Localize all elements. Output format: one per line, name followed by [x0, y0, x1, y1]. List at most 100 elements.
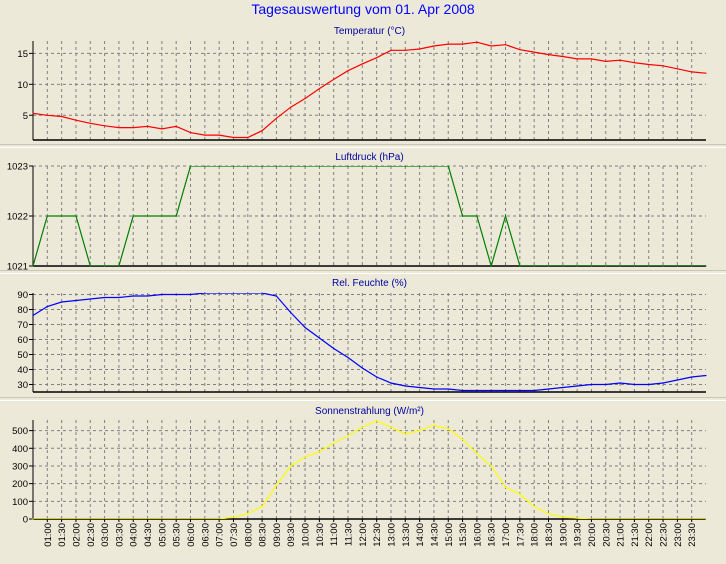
x-tick-label: 04:00 [129, 523, 140, 547]
chart-title: Luftdruck (hPa) [335, 152, 403, 163]
data-point [290, 106, 292, 108]
x-tick-label: 01:30 [57, 523, 68, 547]
x-tick-label: 01:00 [43, 523, 54, 547]
data-point [547, 265, 550, 267]
data-point [533, 389, 535, 392]
data-point [533, 265, 535, 267]
data-point [519, 49, 521, 51]
data-point [562, 516, 564, 518]
data-point [404, 433, 406, 435]
separator-3 [0, 397, 726, 401]
plot-area [33, 41, 706, 140]
x-tick-label: 08:00 [243, 523, 254, 547]
data-point [705, 265, 707, 267]
x-tick-label: 09:30 [286, 523, 297, 547]
x-tick-label: 02:30 [86, 523, 97, 547]
data-point [32, 112, 34, 114]
data-point [361, 367, 363, 369]
data-point [290, 165, 292, 167]
data-point [490, 265, 492, 267]
data-point [103, 296, 106, 299]
data-point [490, 45, 492, 47]
data-point [705, 518, 707, 520]
x-tick-label: 05:30 [172, 523, 183, 547]
data-point [590, 265, 593, 267]
data-point [261, 165, 263, 167]
y-tick-label: 5 [23, 111, 28, 122]
data-point [533, 51, 535, 53]
data-point [619, 59, 621, 61]
data-point [376, 57, 378, 59]
data-point [75, 119, 77, 121]
x-tick-label: 13:00 [386, 523, 397, 547]
data-point [218, 292, 220, 294]
x-tick-label: 03:30 [114, 523, 125, 547]
data-point [562, 55, 564, 58]
data-point [61, 215, 63, 217]
data-point [676, 68, 678, 70]
data-point [447, 388, 449, 390]
data-point [376, 165, 378, 167]
data-point [461, 215, 464, 217]
data-point [232, 165, 235, 167]
x-tick-label: 14:30 [429, 523, 440, 547]
data-point [590, 58, 593, 60]
data-point [347, 165, 349, 167]
y-tick-label: 100 [12, 497, 28, 508]
data-point [676, 379, 678, 381]
x-tick-label: 17:00 [501, 523, 512, 547]
x-tick-label: 21:00 [616, 523, 627, 547]
data-point [204, 134, 206, 136]
data-point [175, 125, 177, 127]
x-tick-label: 16:00 [472, 523, 483, 547]
data-point [419, 386, 421, 389]
x-tick-label: 20:30 [601, 523, 612, 547]
series-line [33, 420, 706, 519]
x-tick-label: 22:30 [659, 523, 670, 547]
data-point [290, 465, 292, 467]
data-point [519, 493, 521, 495]
x-tick-label: 11:30 [344, 523, 355, 546]
data-point [619, 265, 621, 267]
series-line [33, 41, 706, 139]
y-tick-label: 1023 [7, 162, 28, 173]
data-point [318, 451, 320, 453]
chart-title: Rel. Feuchte (%) [332, 278, 407, 289]
x-tick-label: 07:30 [229, 523, 240, 547]
data-point [605, 265, 607, 267]
x-tick-label: 12:00 [358, 523, 369, 547]
x-tick-label: 23:00 [673, 523, 684, 547]
data-point [562, 386, 564, 389]
x-tick-label: 06:30 [200, 523, 211, 547]
data-point [419, 48, 421, 50]
x-tick-label: 19:30 [573, 523, 584, 547]
data-point [46, 305, 48, 308]
y-tick-label: 30 [17, 380, 28, 391]
data-point [519, 265, 521, 267]
data-point [204, 165, 206, 167]
x-tick-label: 02:00 [71, 523, 82, 547]
data-point [633, 62, 636, 64]
data-point [290, 311, 292, 314]
x-tick-label: 08:30 [258, 523, 269, 547]
data-point [490, 465, 492, 467]
x-tick-label: 13:30 [401, 523, 412, 547]
data-point [247, 165, 249, 167]
x-tick-label: 07:00 [215, 523, 226, 547]
data-point [118, 127, 120, 129]
y-tick-label: 60 [17, 335, 28, 346]
data-point [333, 78, 335, 80]
data-point [519, 389, 521, 392]
data-point [476, 389, 478, 392]
y-tick-label: 80 [17, 305, 28, 316]
data-point [547, 54, 550, 56]
x-tick-label: 19:00 [558, 523, 569, 547]
data-point [32, 518, 34, 520]
y-tick-label: 300 [12, 461, 28, 472]
data-point [404, 385, 406, 387]
data-point [447, 165, 449, 167]
data-point [75, 215, 77, 217]
data-point [390, 382, 392, 384]
data-point [533, 506, 535, 508]
